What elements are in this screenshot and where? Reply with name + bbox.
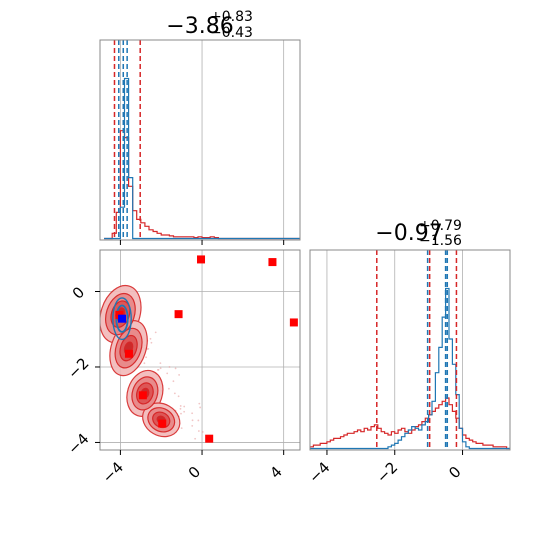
param1-title: −3.86 <box>166 14 233 39</box>
param1-param2-contour-panel: −4 0 4 0 −2 −4 <box>64 249 301 487</box>
sample-point-27 <box>179 407 182 410</box>
contour-ytick-label-1: −2 <box>64 354 92 382</box>
param1-histogram-frame <box>99 39 301 241</box>
sample-point-24 <box>191 419 194 422</box>
sample-point-2 <box>150 341 153 344</box>
contour-ytick-label-0: 0 <box>69 283 88 302</box>
red-marker-7 <box>158 419 167 428</box>
red-marker-2 <box>174 310 183 319</box>
sample-point-52 <box>191 424 194 427</box>
sample-point-32 <box>199 406 202 409</box>
param2-histogram-ticks <box>326 450 464 455</box>
red-marker-0 <box>197 255 206 264</box>
contour-ticks <box>95 291 285 455</box>
sample-point-48 <box>198 402 201 405</box>
sample-point-38 <box>157 369 160 371</box>
sample-point-36 <box>177 395 180 398</box>
sample-point-41 <box>183 405 186 408</box>
contour-xtick-label-0: −4 <box>99 458 127 486</box>
param2-tick-label-2: 0 <box>445 463 464 482</box>
sample-point-8 <box>197 419 200 422</box>
red-marker-6 <box>138 391 147 400</box>
sample-point-9 <box>174 367 177 370</box>
contour-frame <box>99 249 301 451</box>
sample-point-49 <box>201 431 204 433</box>
sample-point-55 <box>154 331 157 334</box>
blue-contour-0 <box>112 297 132 341</box>
param2-quantile-lines <box>376 250 458 450</box>
red-marker-3 <box>289 318 298 327</box>
param2-series-0 <box>310 397 510 450</box>
sample-point-56 <box>178 374 181 376</box>
contour-ytick-label-2: −4 <box>64 430 92 458</box>
param2-series-1 <box>310 287 510 450</box>
sample-point-47 <box>183 410 186 413</box>
red-marker-1 <box>268 258 277 267</box>
param1-histogram-series <box>104 77 300 240</box>
sample-point-13 <box>168 366 171 368</box>
red-marker-5 <box>124 349 133 358</box>
param2-tick-label-0: −4 <box>305 458 333 486</box>
param1-series-1 <box>104 77 300 240</box>
sample-point-23 <box>159 367 162 370</box>
param1-title-value: −3.86 <box>166 14 233 39</box>
sample-point-39 <box>145 356 148 359</box>
sample-point-17 <box>149 337 152 340</box>
param2-title-lower: −1.56 <box>419 233 462 249</box>
sample-point-59 <box>194 437 197 440</box>
param2-title-value: −0.97 <box>375 221 442 246</box>
sample-point-3 <box>166 372 169 375</box>
param2-histogram-frame <box>309 249 511 451</box>
param1-quantile-lines <box>113 40 141 240</box>
contour-xtick-label-2: 4 <box>266 463 285 482</box>
sample-point-6 <box>172 380 175 383</box>
sample-point-16 <box>180 427 183 430</box>
sample-point-51 <box>143 362 146 365</box>
sample-point-40 <box>179 405 182 407</box>
sample-point-42 <box>168 387 170 390</box>
param1-title-upper: +0.83 <box>210 9 253 25</box>
blue-marker <box>118 314 127 323</box>
contour-content <box>100 255 298 443</box>
sample-point-22 <box>191 412 194 415</box>
contour-xtick-label-1: 0 <box>185 463 204 482</box>
sample-point-5 <box>180 412 182 415</box>
sample-point-33 <box>197 430 200 432</box>
param2-title-upper: +0.79 <box>419 218 462 234</box>
param2-histogram-panel: −4 −2 0 −0.97 +0.79 −1.56 <box>305 218 511 487</box>
param1-histogram-panel: −3.86 +0.83 −0.43 <box>99 9 301 245</box>
param2-histogram-series <box>310 287 510 450</box>
param1-histogram-ticks <box>119 240 285 245</box>
sample-point-53 <box>173 392 176 395</box>
param2-title: −0.97 <box>375 221 442 246</box>
param2-histogram-grid <box>326 250 463 450</box>
red-marker-8 <box>205 434 214 443</box>
param1-histogram-grid <box>120 40 285 240</box>
param1-title-lower: −0.43 <box>210 25 253 41</box>
param2-tick-label-1: −2 <box>373 458 401 486</box>
sample-point-58 <box>159 362 162 365</box>
param2-tick-labels: −4 −2 0 <box>305 458 465 486</box>
